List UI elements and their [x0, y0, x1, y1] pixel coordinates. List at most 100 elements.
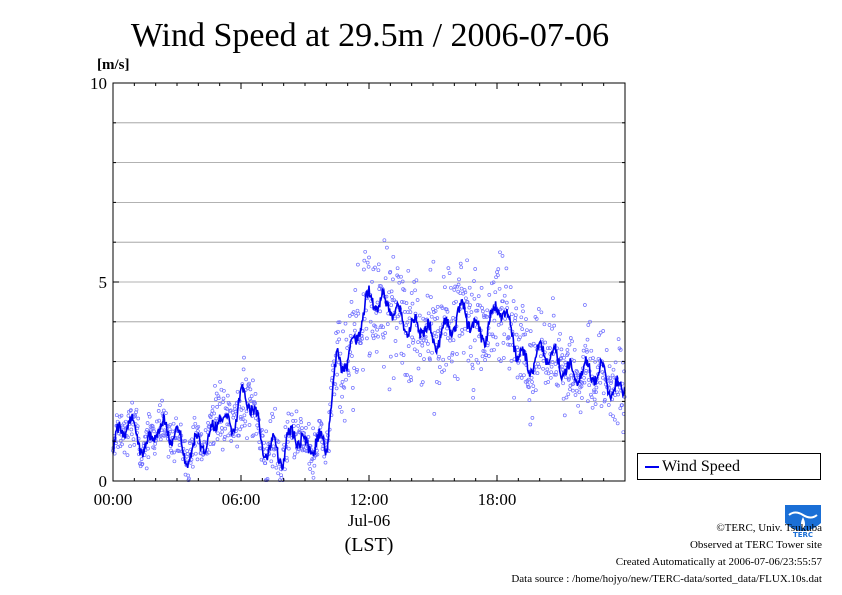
- data-point: [354, 370, 359, 374]
- data-point: [276, 471, 280, 476]
- data-point: [456, 282, 461, 287]
- data-point: [343, 321, 348, 326]
- data-point: [606, 403, 611, 407]
- data-point: [531, 384, 536, 388]
- data-point: [374, 311, 379, 315]
- credits-block: ©TERC, Univ. Tsukuba Observed at TERC To…: [511, 520, 822, 588]
- data-point: [118, 439, 123, 443]
- data-point: [255, 423, 260, 428]
- observed-text: Observed at TERC Tower site: [689, 539, 822, 551]
- data-point: [561, 381, 565, 386]
- data-point: [215, 437, 220, 441]
- chart-title: Wind Speed at 29.5m / 2006-07-06: [131, 17, 609, 54]
- data-point: [608, 412, 613, 417]
- data-point: [286, 446, 291, 451]
- data-point: [193, 451, 198, 456]
- data-point: [475, 308, 480, 313]
- data-point: [130, 400, 135, 405]
- data-point: [213, 397, 218, 402]
- data-point: [417, 313, 422, 318]
- data-point: [251, 378, 255, 383]
- data-point: [521, 332, 526, 337]
- data-point: [475, 303, 480, 307]
- data-point: [300, 426, 304, 430]
- data-point: [129, 432, 134, 437]
- data-point: [132, 443, 137, 447]
- data-point: [567, 342, 572, 347]
- data-point: [539, 310, 544, 315]
- data-point: [338, 405, 342, 409]
- data-point: [425, 293, 430, 298]
- data-point: [514, 332, 519, 337]
- data-point: [298, 417, 303, 421]
- data-point: [394, 353, 399, 357]
- data-point: [116, 445, 120, 449]
- data-point: [341, 384, 346, 389]
- data-point: [445, 309, 450, 314]
- data-point: [571, 388, 575, 393]
- data-point: [444, 362, 449, 367]
- data-point: [311, 426, 315, 431]
- data-point: [597, 333, 601, 338]
- data-point: [472, 296, 477, 301]
- data-point: [530, 380, 534, 384]
- data-point: [391, 277, 395, 282]
- data-point: [222, 435, 227, 439]
- data-point: [373, 324, 378, 329]
- data-point: [443, 332, 448, 336]
- data-point: [490, 332, 495, 337]
- data-point: [521, 309, 525, 314]
- data-point: [338, 351, 343, 356]
- data-point: [171, 421, 176, 426]
- data-point: [235, 444, 240, 449]
- data-point: [383, 331, 388, 335]
- data-point: [543, 340, 548, 345]
- data-point: [603, 398, 607, 402]
- data-point: [565, 351, 570, 356]
- data-point: [160, 398, 164, 403]
- data-point: [554, 370, 559, 374]
- x-tick-label: 18:00: [478, 490, 517, 509]
- data-point: [177, 443, 182, 447]
- data-point: [332, 392, 337, 397]
- data-point: [208, 442, 213, 446]
- data-point: [442, 368, 446, 373]
- data-point: [393, 316, 397, 321]
- data-point: [512, 395, 516, 400]
- data-point: [510, 312, 514, 317]
- data-point: [203, 428, 208, 432]
- data-point: [594, 385, 599, 390]
- data-point: [583, 303, 587, 307]
- data-point: [428, 267, 433, 272]
- data-point: [453, 284, 458, 289]
- data-point: [140, 462, 145, 466]
- grid-lines: [113, 122, 625, 442]
- data-point: [480, 354, 485, 359]
- data-point: [276, 440, 281, 444]
- data-point: [362, 267, 366, 272]
- data-point: [503, 317, 507, 321]
- data-point: [515, 375, 520, 380]
- legend: Wind Speed: [637, 453, 821, 480]
- data-point: [214, 391, 219, 396]
- data-point: [586, 323, 591, 327]
- data-point: [615, 421, 620, 426]
- data-point: [280, 478, 285, 483]
- data-point: [170, 429, 175, 434]
- data-point: [178, 422, 183, 427]
- data-point: [193, 421, 198, 426]
- data-point: [589, 392, 593, 397]
- data-point: [264, 429, 269, 434]
- data-point: [217, 402, 222, 406]
- data-point: [404, 301, 409, 305]
- data-point: [518, 372, 523, 377]
- data-point: [474, 308, 478, 313]
- data-point: [568, 387, 572, 392]
- data-point: [340, 380, 345, 384]
- data-point: [618, 406, 623, 411]
- data-point: [589, 395, 594, 399]
- data-point: [584, 347, 589, 352]
- y-axis-ticks: 0 5 10: [90, 74, 625, 491]
- data-point: [448, 338, 452, 343]
- data-point: [161, 408, 166, 413]
